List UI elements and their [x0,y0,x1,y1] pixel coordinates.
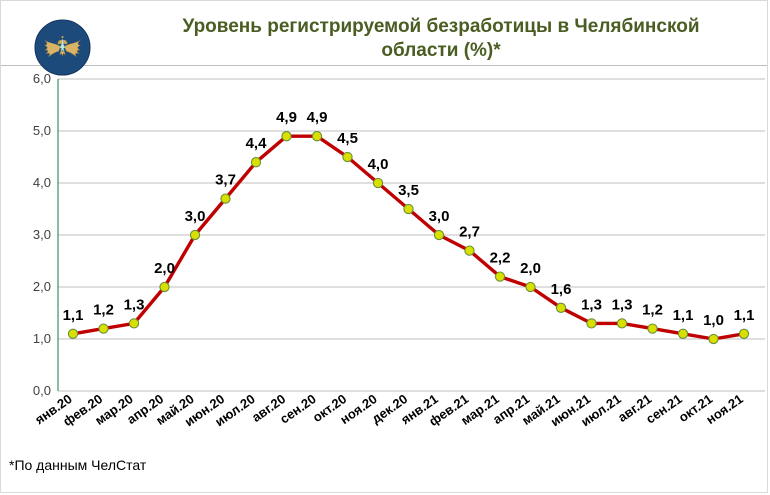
svg-text:4,0: 4,0 [33,175,51,190]
svg-text:1,3: 1,3 [581,296,602,313]
svg-text:5,0: 5,0 [33,123,51,138]
svg-text:1,2: 1,2 [642,302,663,319]
svg-text:4,5: 4,5 [337,130,358,147]
svg-text:4,4: 4,4 [246,135,268,152]
svg-text:3,5: 3,5 [398,182,419,199]
svg-text:6,0: 6,0 [33,71,51,86]
svg-text:1,1: 1,1 [673,307,694,324]
svg-text:3,0: 3,0 [185,208,206,225]
svg-text:1,2: 1,2 [93,302,114,319]
svg-text:2,7: 2,7 [459,224,480,241]
svg-text:2,0: 2,0 [33,279,51,294]
svg-text:0,0: 0,0 [33,383,51,398]
svg-text:2,0: 2,0 [154,260,175,277]
svg-text:2,2: 2,2 [490,250,511,267]
svg-text:4,9: 4,9 [276,109,297,126]
svg-text:4,9: 4,9 [307,109,328,126]
svg-text:1,1: 1,1 [734,307,755,324]
svg-text:1,3: 1,3 [124,296,145,313]
svg-text:1,0: 1,0 [33,331,51,346]
svg-text:2,0: 2,0 [520,260,541,277]
svg-text:4,0: 4,0 [368,156,389,173]
svg-text:3,0: 3,0 [33,227,51,242]
svg-text:1,0: 1,0 [703,312,724,329]
svg-text:3,0: 3,0 [429,208,450,225]
svg-text:1,1: 1,1 [63,307,84,324]
svg-text:1,6: 1,6 [551,281,572,298]
svg-text:3,7: 3,7 [215,172,236,189]
svg-text:1,3: 1,3 [612,296,633,313]
